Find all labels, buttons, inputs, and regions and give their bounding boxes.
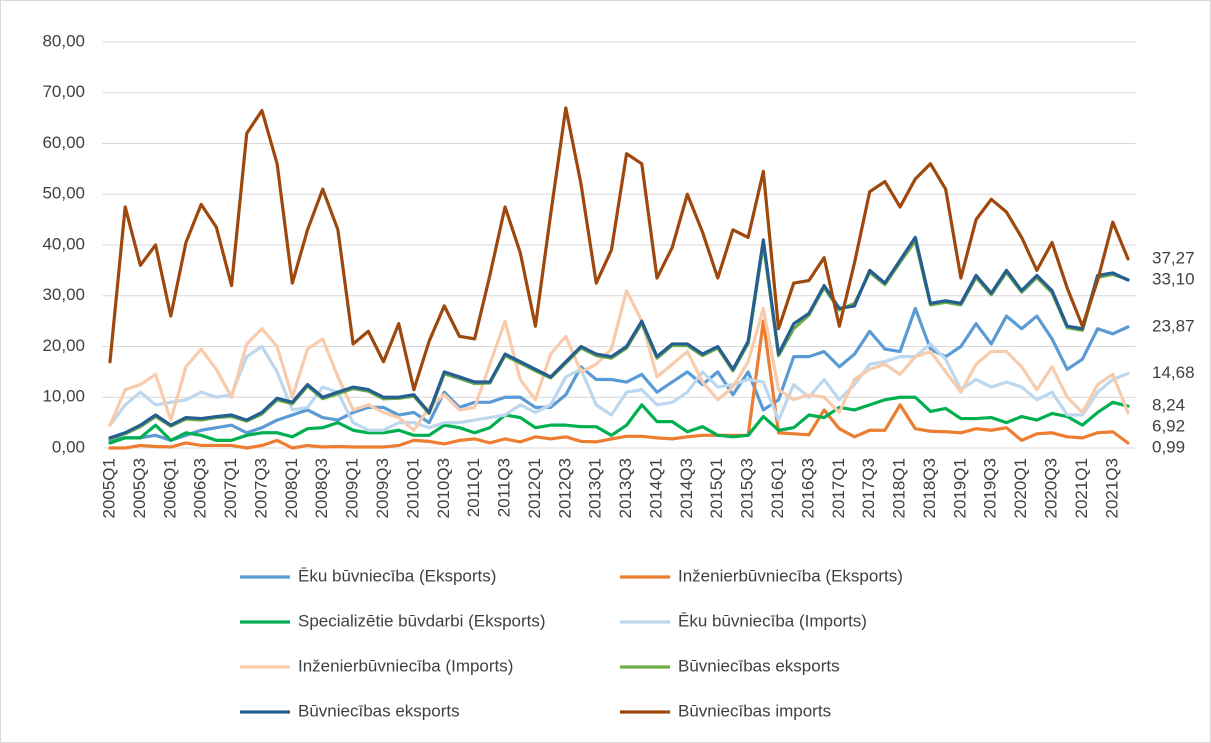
x-tick-label: 2009Q1 [343, 458, 362, 519]
y-tick-label: 0,00 [52, 437, 85, 456]
data-label: 33,10 [1152, 270, 1195, 289]
data-label: 14,68 [1152, 363, 1195, 382]
x-tick-label: 2010Q3 [434, 458, 453, 519]
data-label: 23,87 [1152, 316, 1195, 335]
x-tick-label: 2008Q3 [312, 458, 331, 519]
legend-label: Būvniecības eksports [298, 701, 460, 720]
series-line [108, 106, 1130, 392]
x-tick-label: 2010Q1 [403, 458, 422, 519]
x-tick-label: 2014Q1 [646, 458, 665, 519]
legend-label: Būvniecības imports [678, 701, 831, 720]
data-label: 8,24 [1152, 396, 1185, 415]
x-tick-label: 2021Q3 [1102, 458, 1121, 519]
x-tick-label: 2006Q3 [191, 458, 210, 519]
x-tick-label: 2020Q1 [1011, 458, 1030, 519]
data-label: 0,99 [1152, 438, 1185, 457]
y-tick-label: 40,00 [42, 234, 85, 253]
data-label: 37,27 [1152, 248, 1195, 267]
series-line [108, 289, 1130, 432]
legend-label: Inženierbūvniecība (Imports) [298, 656, 513, 675]
x-tick-label: 2018Q1 [890, 458, 909, 519]
y-tick-label: 20,00 [42, 336, 85, 355]
x-tick-label: 2012Q1 [525, 458, 544, 519]
legend-label: Ēku būvniecība (Imports) [678, 611, 867, 630]
x-tick-label: 2013Q3 [616, 458, 635, 519]
x-tick-label: 2018Q3 [920, 458, 939, 519]
data-label: 6,92 [1152, 417, 1185, 436]
series-line [108, 306, 1130, 442]
series-line [108, 395, 1130, 445]
legend-label: Ēku būvniecība (Eksports) [298, 566, 496, 585]
x-tick-label: 2009Q3 [373, 458, 392, 519]
legend-label: Inženierbūvniecība (Eksports) [678, 566, 903, 585]
x-tick-label: 2019Q1 [950, 458, 969, 519]
x-tick-label: 2005Q3 [130, 458, 149, 519]
x-tick-label: 2019Q3 [981, 458, 1000, 519]
x-tick-label: 2011Q1 [464, 458, 483, 517]
x-tick-label: 2021Q1 [1072, 458, 1091, 519]
x-tick-label: 2007Q1 [221, 458, 240, 519]
series-line [108, 319, 1130, 450]
x-tick-label: 2007Q3 [251, 458, 270, 519]
x-tick-label: 2017Q1 [829, 458, 848, 519]
legend-label: Specializētie būvdarbi (Eksports) [298, 611, 546, 630]
y-tick-label: 60,00 [42, 133, 85, 152]
y-tick-label: 50,00 [42, 184, 85, 203]
x-tick-label: 2006Q1 [160, 458, 179, 519]
y-tick-label: 10,00 [42, 387, 85, 406]
x-tick-label: 2013Q1 [586, 458, 605, 519]
x-tick-label: 2008Q1 [282, 458, 301, 519]
x-tick-label: 2011Q3 [495, 458, 514, 517]
x-tick-label: 2012Q3 [555, 458, 574, 519]
y-tick-label: 70,00 [42, 82, 85, 101]
y-tick-label: 30,00 [42, 285, 85, 304]
x-tick-label: 2015Q3 [738, 458, 757, 519]
x-tick-label: 2014Q3 [677, 458, 696, 519]
y-tick-label: 80,00 [42, 31, 85, 50]
x-tick-label: 2016Q1 [768, 458, 787, 519]
x-tick-label: 2016Q3 [798, 458, 817, 519]
x-tick-label: 2020Q3 [1042, 458, 1061, 519]
series-line [108, 342, 1130, 432]
x-tick-label: 2017Q3 [859, 458, 878, 519]
x-tick-label: 2015Q1 [707, 458, 726, 519]
x-tick-label: 2005Q1 [99, 458, 118, 519]
series-line [108, 235, 1130, 440]
legend-label: Būvniecības eksports [678, 656, 840, 675]
